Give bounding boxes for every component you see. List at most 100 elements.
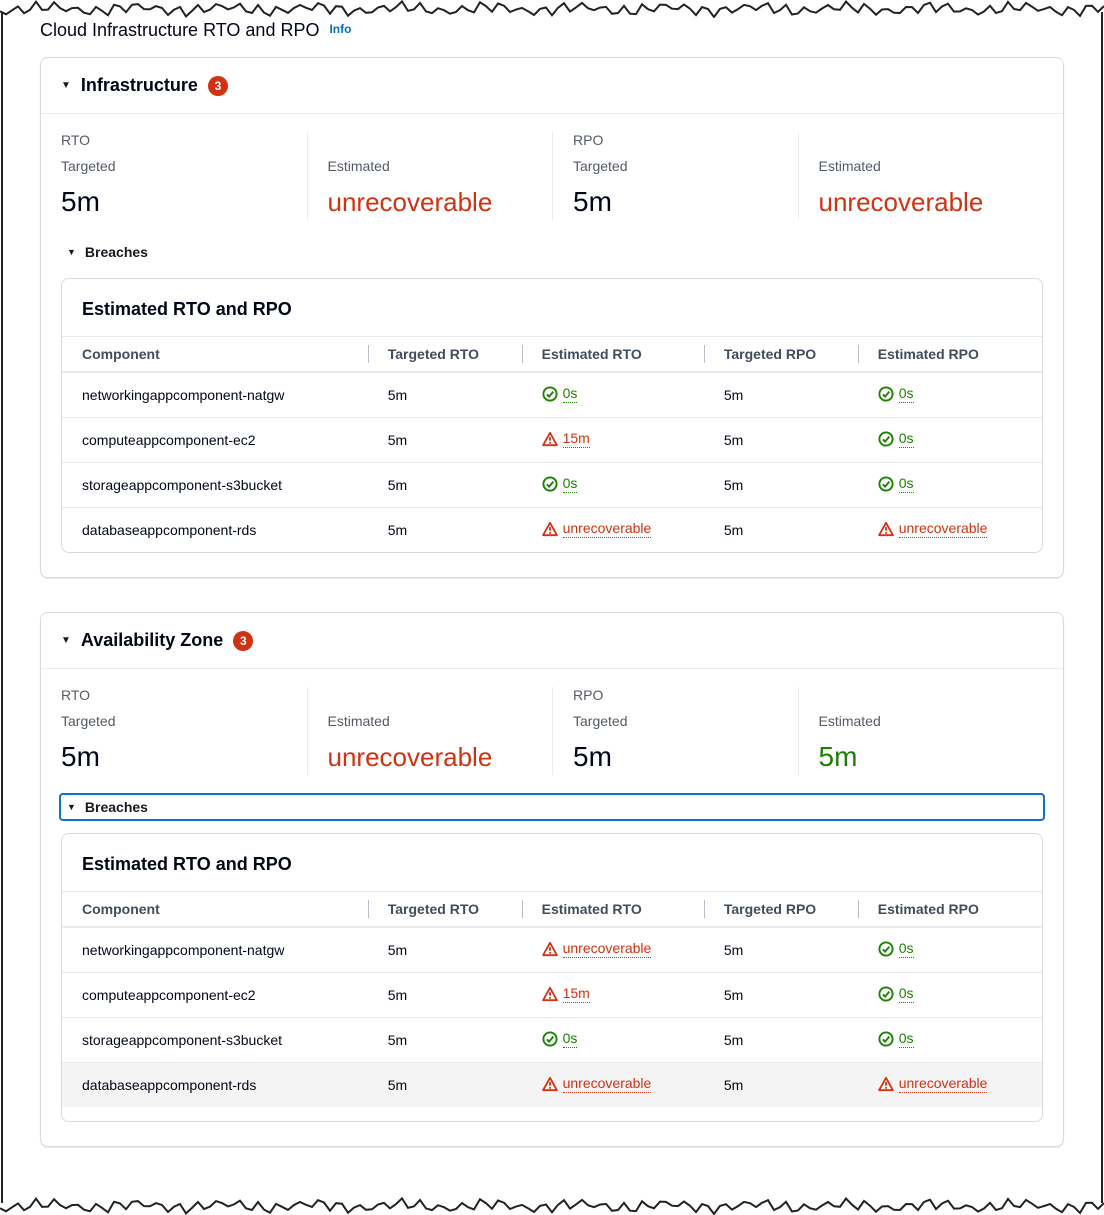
targeted-rto-cell: 5m [387,1077,408,1093]
targeted-rpo-cell: 5m [723,1032,744,1048]
success-icon [878,986,894,1002]
estimated-rto-rpo-table: Estimated RTO and RPO Component Targeted… [61,833,1043,1122]
estimated-rto-status[interactable]: 15m [542,430,590,448]
metrics-summary: RTO Targeted 5m Estimated unrecoverable … [41,669,1063,791]
rto-targeted-value: 5m [61,741,100,772]
panel-title: Availability Zone [80,630,224,650]
estimated-rto-status[interactable]: 0s [542,475,578,493]
estimated-rto-status[interactable]: unrecoverable [542,1075,652,1093]
estimated-rto-status[interactable]: unrecoverable [542,520,652,538]
estimated-rpo-status[interactable]: 0s [878,385,914,403]
rpo-targeted-value: 5m [573,741,612,772]
column-header-component: Component [82,346,160,362]
frame-edge-right [1101,12,1103,1203]
targeted-label: Targeted [573,158,628,174]
warning-icon [542,941,558,957]
targeted-label: Targeted [61,713,116,729]
column-header-estimated-rto: Estimated RTO [522,337,704,371]
estimated-rpo-status[interactable]: 0s [878,985,914,1003]
torn-edge-bottom [0,1197,1104,1215]
rto-estimated-metric: Estimated unrecoverable [306,132,553,220]
warning-icon [878,521,894,537]
component-cell: databaseappcomponent-rds [82,1077,257,1093]
column-header-targeted-rpo: Targeted RPO [704,337,858,371]
column-header-estimated-rto: Estimated RTO [522,892,704,926]
estimated-rto-status[interactable]: 15m [542,985,590,1003]
estimated-rto-status[interactable]: 0s [542,385,578,403]
breaches-label: Breaches [84,799,148,815]
column-header-targeted-rpo: Targeted RPO [704,892,858,926]
count-badge: 3 [233,630,254,651]
breaches-expander[interactable]: ▼ Breaches [59,793,1045,821]
infrastructure-panel-header[interactable]: ▼ Infrastructure 3 [41,58,1063,114]
targeted-rpo-cell: 5m [723,432,744,448]
targeted-rto-cell: 5m [387,942,408,958]
caret-down-icon: ▼ [61,79,71,91]
component-cell: computeappcomponent-ec2 [82,987,256,1003]
rpo-estimated-value: unrecoverable [818,187,984,217]
targeted-rpo-cell: 5m [723,1077,744,1093]
success-icon [878,431,894,447]
estimated-rto-status[interactable]: unrecoverable [542,940,652,958]
success-icon [878,476,894,492]
table-title: Estimated RTO and RPO [82,299,292,319]
infrastructure-panel: ▼ Infrastructure 3 RTO Targeted 5m Estim… [40,57,1064,578]
rto-group-label: RTO [61,687,91,703]
table-row: networkingappcomponent-natgw 5m 0s 5m 0s [62,372,1042,417]
targeted-rpo-cell: 5m [723,987,744,1003]
estimated-rpo-status[interactable]: unrecoverable [878,1075,988,1093]
caret-down-icon: ▼ [61,634,71,646]
breaches-expander[interactable]: ▼ Breaches [59,238,1045,266]
estimated-label: Estimated [327,713,390,729]
breaches-label: Breaches [84,244,148,260]
success-icon [542,1031,558,1047]
column-header-estimated-rpo: Estimated RPO [858,892,1042,926]
success-icon [542,476,558,492]
rpo-group-label: RPO [573,687,604,703]
availability-zone-panel-header[interactable]: ▼ Availability Zone 3 [41,613,1063,669]
count-badge: 3 [207,75,228,96]
caret-down-icon: ▼ [67,801,76,812]
column-header-targeted-rto: Targeted RTO [368,892,522,926]
page-title-row: Cloud Infrastructure RTO and RPO Info [40,20,1064,41]
warning-icon [542,521,558,537]
estimated-rto-status[interactable]: 0s [542,1030,578,1048]
component-cell: databaseappcomponent-rds [82,522,257,538]
warning-icon [542,986,558,1002]
info-link[interactable]: Info [329,22,352,36]
targeted-label: Targeted [573,713,628,729]
targeted-rto-cell: 5m [387,477,408,493]
table-header-row: Component Targeted RTO Estimated RTO Tar… [62,891,1042,927]
metrics-summary: RTO Targeted 5m Estimated unrecoverable … [41,114,1063,236]
warning-icon [542,1076,558,1092]
warning-icon [878,1076,894,1092]
table-row: databaseappcomponent-rds 5m unrecoverabl… [62,1062,1042,1107]
estimated-rpo-status[interactable]: 0s [878,940,914,958]
estimated-rpo-status[interactable]: 0s [878,430,914,448]
targeted-label: Targeted [61,158,116,174]
column-header-targeted-rto: Targeted RTO [368,337,522,371]
success-icon [878,1031,894,1047]
rpo-estimated-metric: Estimated unrecoverable [797,132,1044,220]
warning-icon [542,431,558,447]
estimated-rpo-status[interactable]: 0s [878,475,914,493]
success-icon [542,386,558,402]
table-row: storageappcomponent-s3bucket 5m 0s 5m 0s [62,462,1042,507]
rpo-targeted-value: 5m [573,186,612,217]
targeted-rpo-cell: 5m [723,522,744,538]
targeted-rto-cell: 5m [387,1032,408,1048]
rto-targeted-metric: RTO Targeted 5m [61,687,307,775]
page-content: Cloud Infrastructure RTO and RPO Info ▼ … [0,0,1104,1147]
panel-title: Infrastructure [80,75,198,95]
targeted-rto-cell: 5m [387,387,408,403]
estimated-rpo-status[interactable]: unrecoverable [878,520,988,538]
targeted-rpo-cell: 5m [723,942,744,958]
estimated-label: Estimated [818,713,881,729]
table-header-row: Component Targeted RTO Estimated RTO Tar… [62,336,1042,372]
component-cell: networkingappcomponent-natgw [82,942,285,958]
estimated-rpo-status[interactable]: 0s [878,1030,914,1048]
estimated-rto-rpo-table: Estimated RTO and RPO Component Targeted… [61,278,1043,553]
table-row: computeappcomponent-ec2 5m 15m 5m 0s [62,417,1042,462]
availability-zone-panel: ▼ Availability Zone 3 RTO Targeted 5m Es… [40,612,1064,1147]
component-cell: networkingappcomponent-natgw [82,387,285,403]
